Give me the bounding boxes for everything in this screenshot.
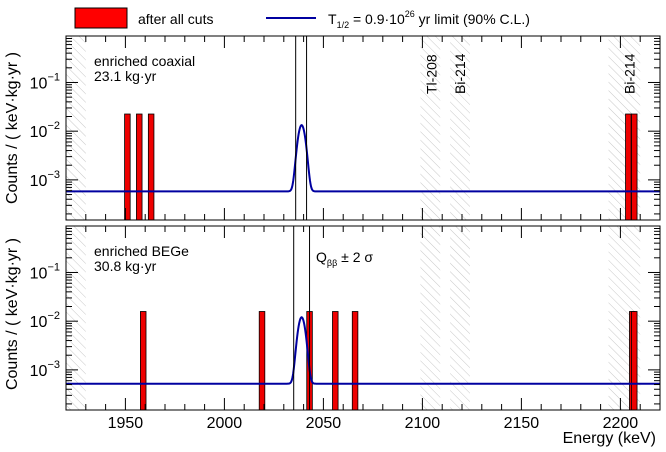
x-tick-label-0: 1950 — [108, 415, 144, 432]
hatched-region-bottom-0 — [66, 226, 86, 410]
y-tick-label-bottom-1: 10−2 — [30, 310, 60, 331]
x-tick-label-1: 2000 — [207, 415, 243, 432]
annotation-bottom-line2: 30.8 kg·yr — [94, 258, 157, 274]
x-tick-label-2: 2050 — [306, 415, 342, 432]
plot-frame-top — [65, 35, 661, 221]
plot-frame-bottom — [65, 225, 661, 411]
y-tick-label-top-2: 10−1 — [30, 71, 60, 92]
qbb-label: Qββ ± 2 σ — [316, 249, 373, 268]
annotation-top-line2: 23.1 kg·yr — [94, 68, 157, 84]
event-bar-bottom-6 — [631, 311, 638, 411]
event-bar-top-4 — [631, 113, 638, 221]
x-axis-label: Energy (keV) — [563, 430, 656, 447]
y-ticks-bottom: 10−3 10−2 10−1 — [30, 225, 660, 405]
event-bar-top-1 — [136, 113, 143, 221]
y-ticks-top: 10−3 10−2 10−1 — [30, 35, 660, 215]
x-ticks-bottom: 1950 2000 2050 2100 2150 2200 — [65, 226, 661, 432]
event-bar-bottom-4 — [351, 311, 359, 411]
x-ticks-top — [65, 36, 661, 220]
x-tick-label-3: 2100 — [405, 415, 441, 432]
panel-bottom: 10−3 10−2 10−1 1950 2000 2050 2100 2150 2200 en… — [4, 225, 661, 447]
hatched-region-bottom-2 — [450, 226, 470, 410]
event-bars-top — [124, 113, 638, 221]
event-bar-top-2 — [147, 113, 155, 221]
event-bar-bottom-0 — [140, 311, 147, 411]
legend: after all cuts T1/2 = 0.9·1026 yr limit … — [74, 7, 530, 30]
event-bar-top-3 — [625, 113, 632, 221]
legend-label-after-cuts: after all cuts — [138, 11, 213, 27]
event-bars-bottom — [140, 311, 638, 411]
line-labels-top: Tl-208 Bi-214 Bi-214 — [423, 53, 637, 94]
hatched-region-bottom-1 — [420, 226, 441, 410]
line-label-0: Tl-208 — [423, 54, 439, 94]
legend-label-limit: T1/2 = 0.9·1026 yr limit (90% C.L.) — [328, 9, 530, 30]
hatched-region-top-2 — [450, 36, 470, 220]
annotation-bottom-line1: enriched BEGe — [94, 243, 189, 259]
y-tick-label-bottom-0: 10−3 — [30, 359, 60, 380]
y-axis-label-top: Counts / ( keV·kg·yr ) — [4, 52, 21, 204]
limit-curve-top — [66, 124, 660, 193]
event-bar-bottom-3 — [332, 311, 339, 411]
y-tick-label-top-1: 10−2 — [30, 120, 60, 141]
annotation-top-line1: enriched coaxial — [94, 53, 195, 69]
x-tick-label-5: 2200 — [603, 415, 639, 432]
x-tick-label-4: 2150 — [504, 415, 540, 432]
y-axis-label-bottom: Counts / ( keV·kg·yr ) — [4, 238, 21, 390]
y-tick-label-bottom-2: 10−1 — [30, 261, 60, 282]
panel-top: Tl-208 Bi-214 Bi-214 10−3 10−2 10−1 enriched… — [4, 35, 661, 221]
legend-box-after-cuts — [74, 7, 128, 29]
event-bar-bottom-1 — [258, 311, 266, 411]
line-label-1: Bi-214 — [452, 53, 468, 94]
event-bar-top-0 — [124, 113, 131, 221]
line-label-2: Bi-214 — [621, 53, 637, 94]
y-tick-label-top-0: 10−3 — [30, 169, 60, 190]
hatched-region-top-1 — [420, 36, 441, 220]
limit-curve-bottom — [66, 316, 660, 385]
